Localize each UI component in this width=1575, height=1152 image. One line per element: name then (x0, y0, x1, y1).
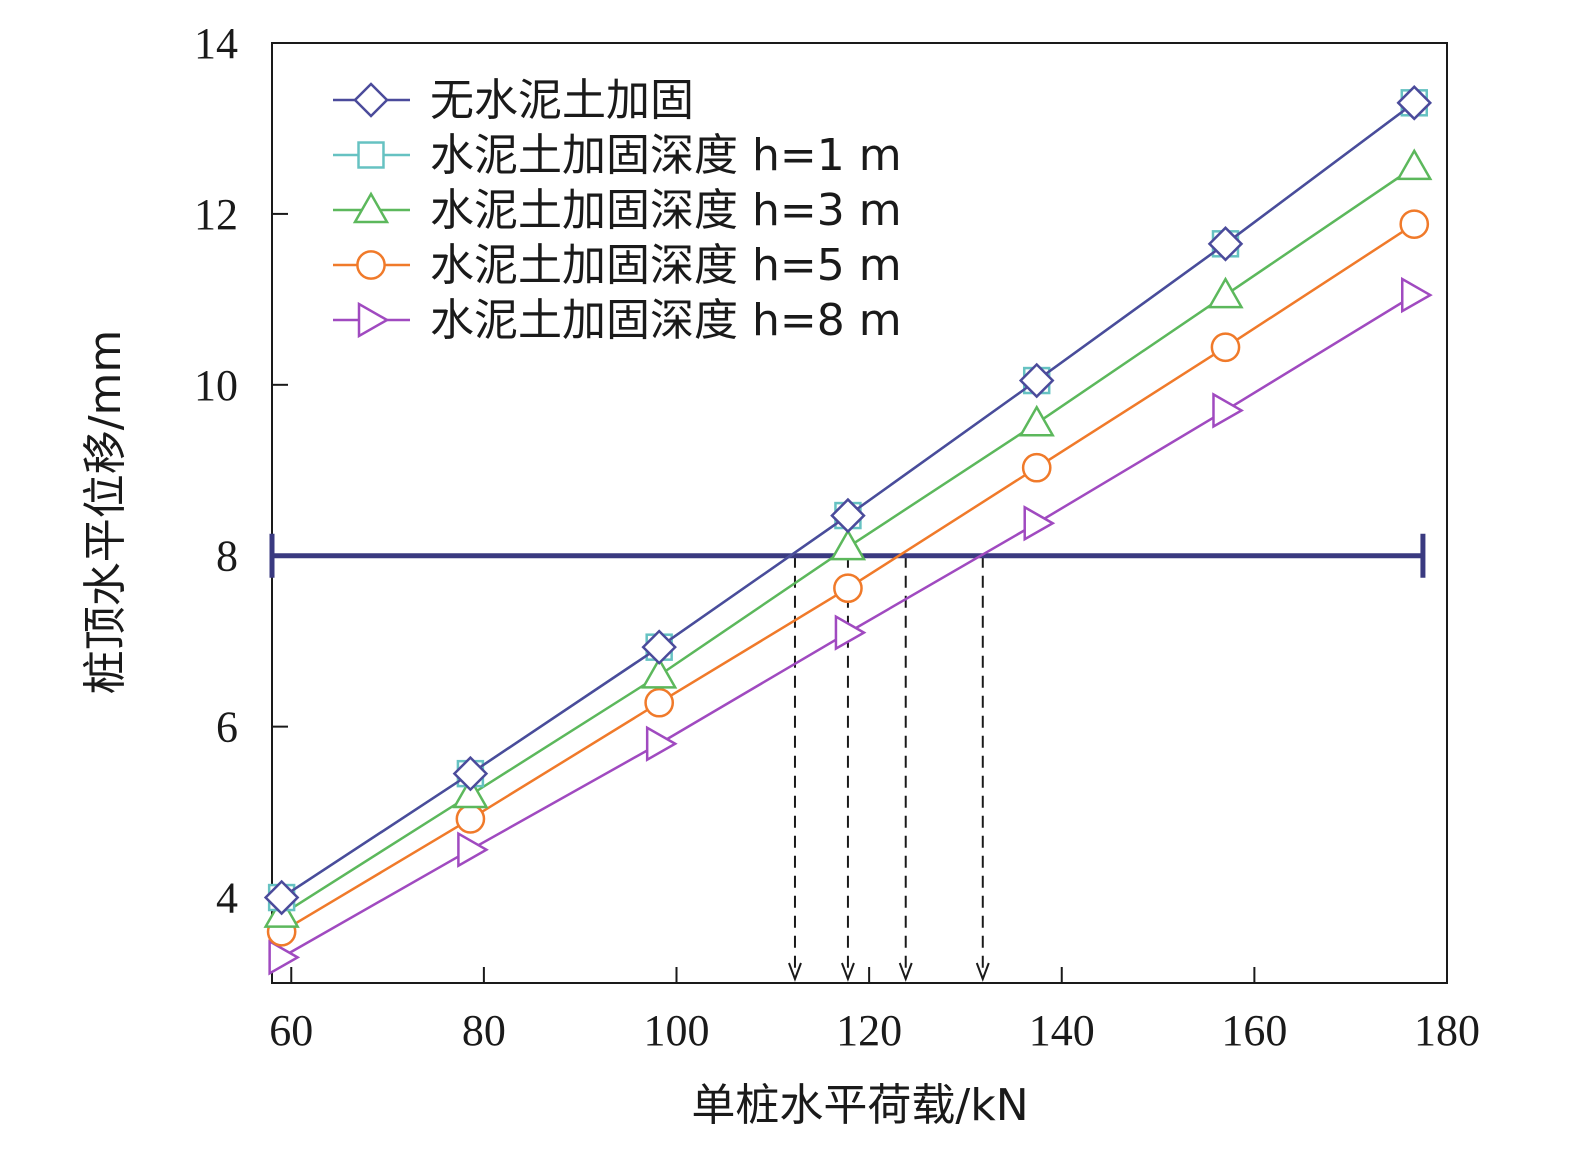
legend-label: 水泥土加固深度 h=1 m (430, 130, 902, 181)
data-point (641, 656, 678, 689)
data-point (833, 573, 863, 604)
x-tick-label: 140 (1029, 1006, 1095, 1055)
data-point (830, 497, 866, 534)
y-axis-title: 桩顶水平位移/mm (80, 330, 131, 695)
y-tick-label: 4 (216, 874, 238, 923)
legend-label: 水泥土加固深度 h=8 m (430, 295, 902, 346)
x-tick-label: 100 (644, 1006, 710, 1055)
legend-entry: 水泥土加固深度 h=8 m (333, 295, 902, 346)
data-point (457, 831, 489, 868)
data-point (1396, 85, 1433, 121)
legend-label: 无水泥土加固 (430, 75, 694, 126)
data-point (452, 755, 489, 792)
data-point (645, 725, 678, 762)
data-point (1401, 276, 1433, 314)
drop-line-arrow (788, 962, 802, 982)
data-point (1018, 362, 1055, 399)
series-0 (263, 85, 1433, 916)
x-tick-label: 180 (1414, 1006, 1480, 1055)
data-point (455, 804, 486, 834)
data-point (1018, 404, 1055, 437)
drop-line-arrow (841, 962, 855, 982)
series-layer (263, 85, 1433, 976)
legend-marker (353, 82, 389, 118)
legend-marker (357, 301, 390, 339)
data-point (1396, 148, 1433, 181)
legend-entry: 水泥土加固深度 h=1 m (333, 130, 902, 181)
data-point (268, 939, 301, 976)
data-point (263, 879, 300, 916)
series-2 (263, 148, 1433, 928)
x-axis: 60 80 100 120 140 160 180 (269, 967, 1480, 1055)
plot-frame (271, 42, 1448, 984)
data-point (452, 776, 489, 809)
data-point (1212, 392, 1244, 429)
data-point (1021, 452, 1052, 483)
data-point (829, 528, 867, 561)
legend-entry: 水泥土加固深度 h=5 m (333, 240, 902, 291)
data-point (1210, 332, 1241, 363)
x-axis-title: 单桩水平荷载/kN (691, 1080, 1028, 1131)
legend-entry: 无水泥土加固 (333, 75, 694, 126)
series-4 (268, 276, 1433, 976)
data-point (1023, 505, 1056, 542)
legend-marker (356, 250, 386, 280)
y-tick-label: 10 (194, 361, 238, 410)
legend-label: 水泥土加固深度 h=3 m (430, 185, 902, 236)
y-tick-label: 12 (194, 190, 238, 239)
x-tick-label: 60 (269, 1006, 313, 1055)
legend-marker (352, 191, 390, 224)
y-tick-label: 8 (216, 532, 238, 581)
x-tick-label: 120 (836, 1006, 902, 1055)
data-point (1399, 209, 1430, 240)
data-point (1207, 226, 1244, 262)
data-point (641, 629, 677, 665)
y-tick-label: 6 (216, 703, 238, 752)
legend-entry: 水泥土加固深度 h=3 m (333, 185, 902, 236)
data-point (1207, 276, 1244, 309)
drop-line-arrow (898, 962, 913, 982)
plot-border (271, 42, 1448, 984)
x-tick-label: 80 (462, 1006, 506, 1055)
y-axis: 4 6 8 10 12 14 (194, 19, 288, 923)
y-tick-label: 14 (194, 19, 238, 68)
data-point (644, 687, 675, 718)
legend-label: 水泥土加固深度 h=5 m (430, 240, 902, 291)
legend-marker (357, 141, 385, 169)
data-point (834, 614, 867, 651)
drop-line-arrow (975, 962, 990, 982)
x-tick-label: 160 (1221, 1006, 1287, 1055)
